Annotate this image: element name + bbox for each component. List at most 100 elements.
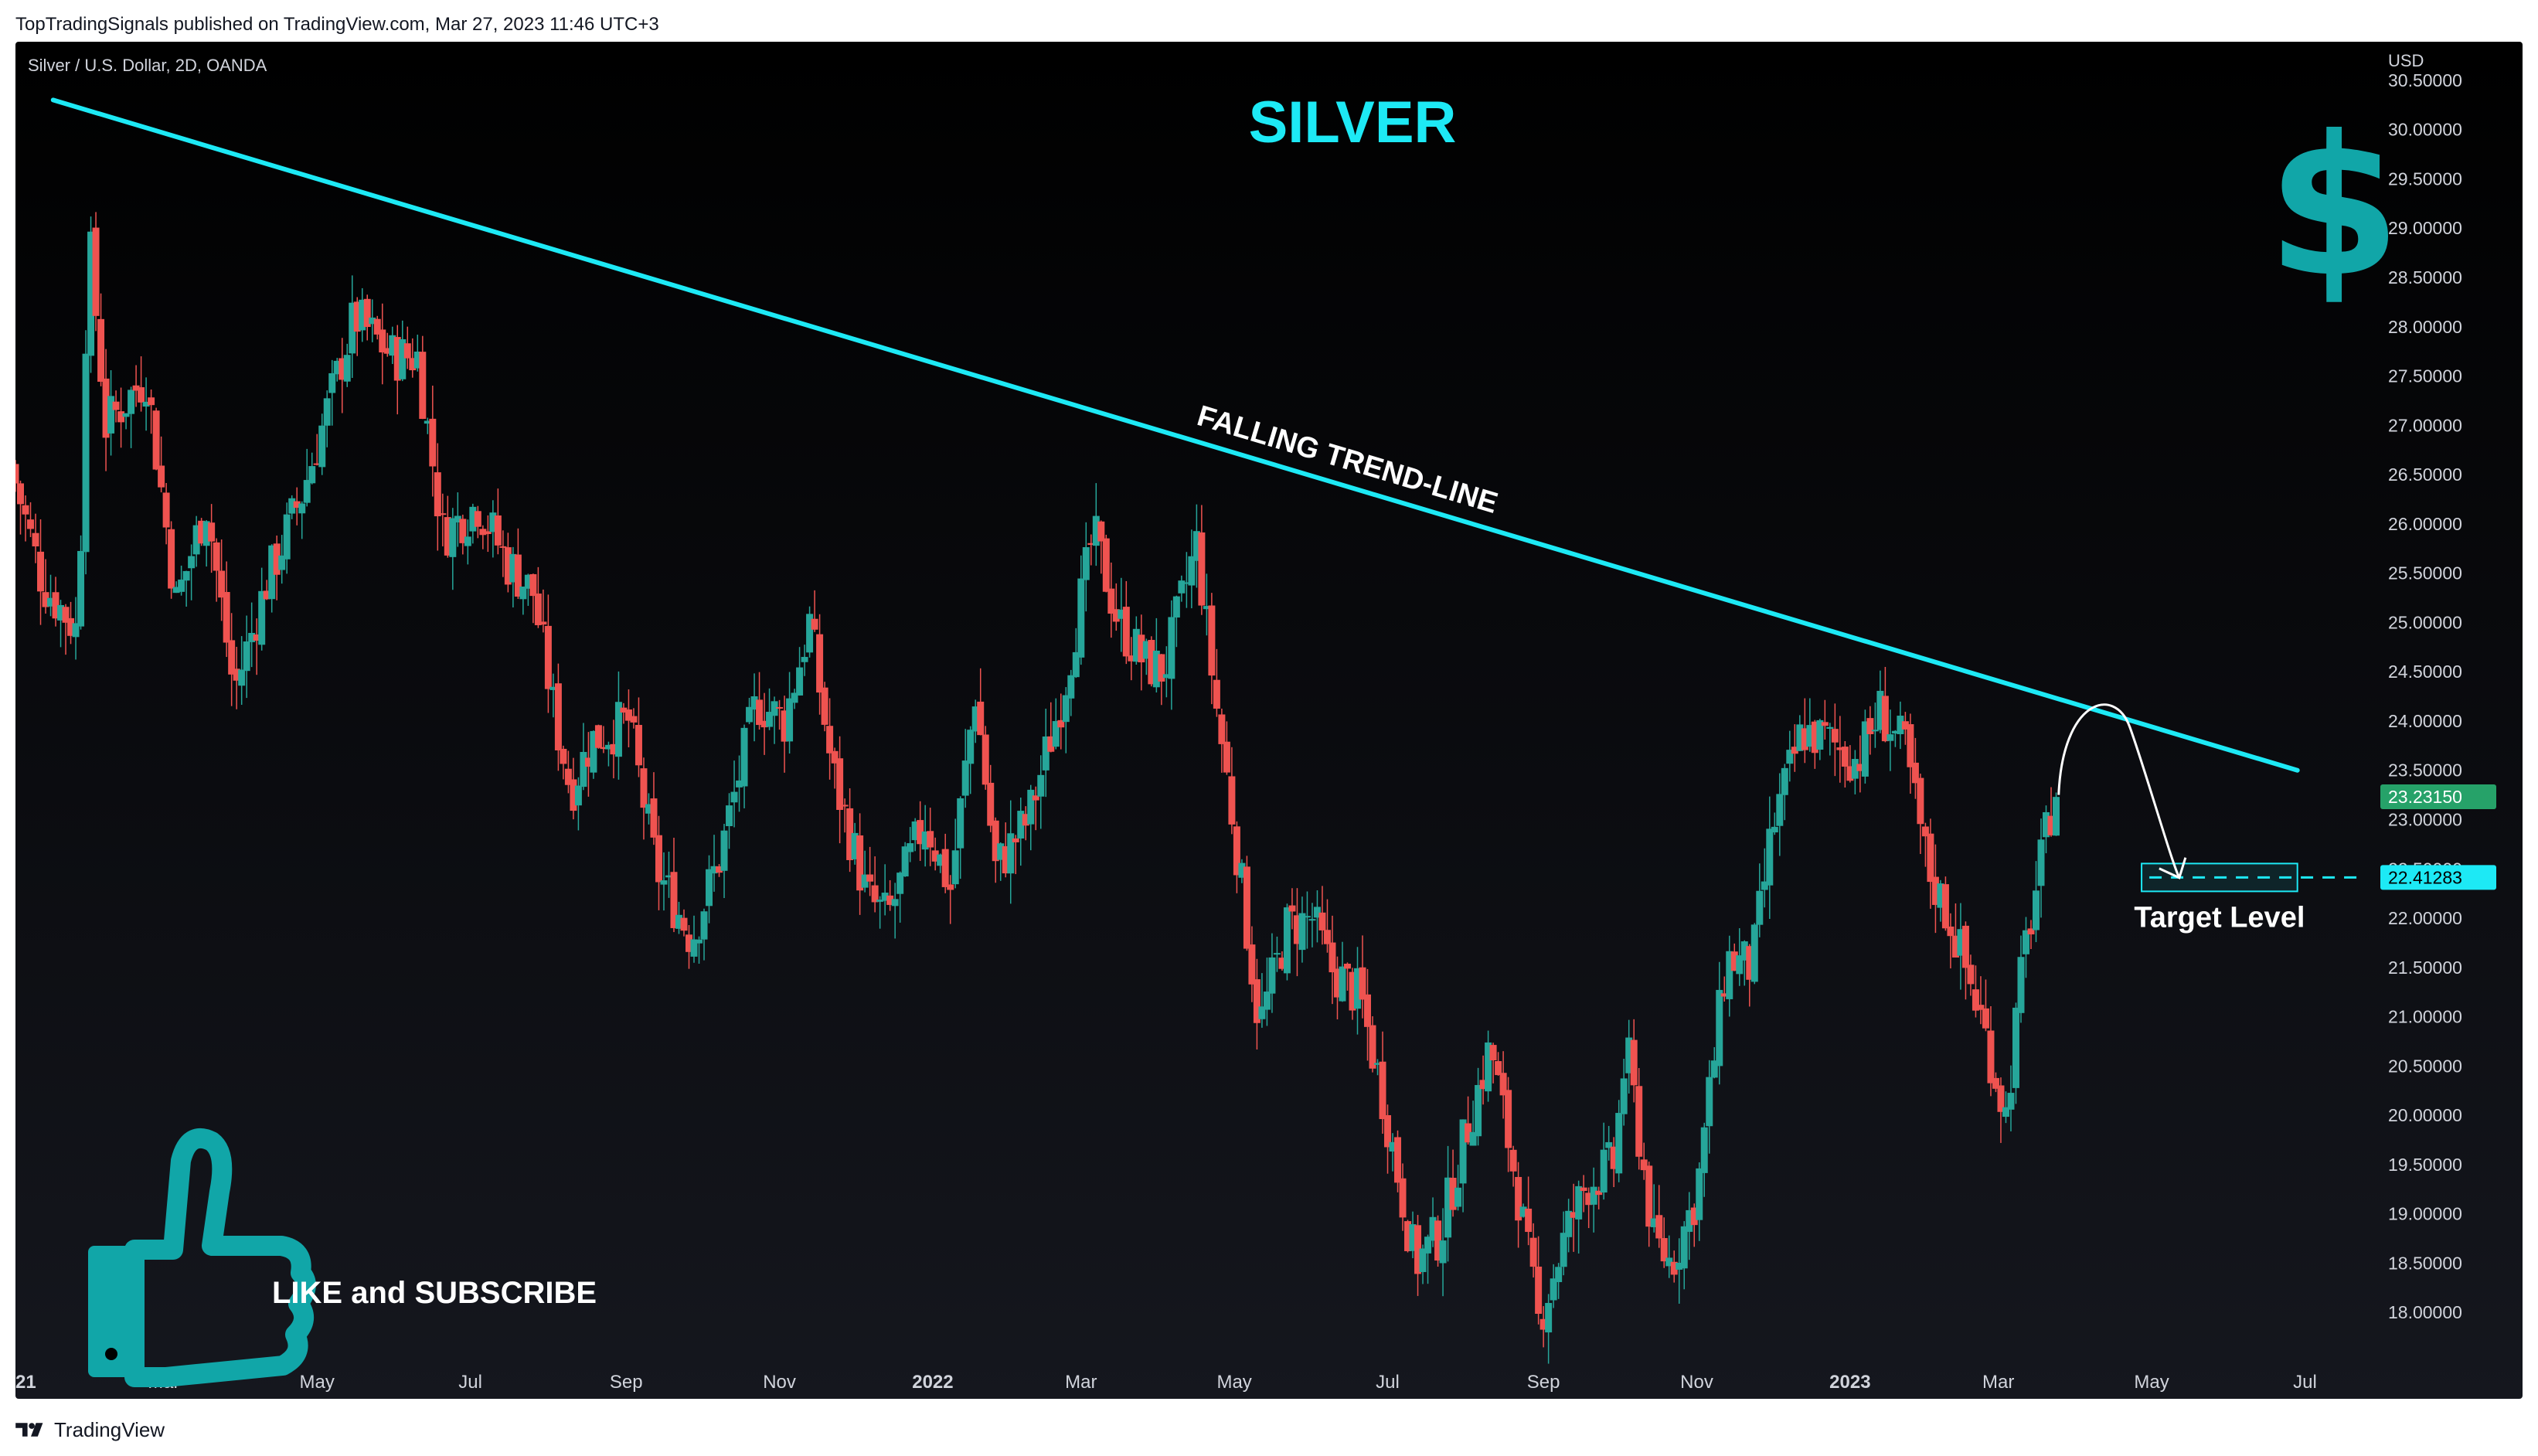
candle-body	[866, 874, 874, 882]
candle-body	[1258, 1006, 1266, 1019]
candle-body	[1781, 767, 1788, 795]
candle-body	[1339, 966, 1346, 1002]
candle-body	[1590, 1186, 1597, 1205]
candle-body	[1811, 721, 1818, 754]
candle-body	[534, 594, 542, 625]
candle-body	[218, 570, 226, 598]
candle-body	[1972, 989, 1979, 1011]
candle-body	[1268, 957, 1276, 994]
candle-body	[1927, 833, 1934, 883]
candle-body	[1941, 884, 1949, 929]
candle-body	[1866, 718, 1874, 734]
candle-body	[1022, 814, 1029, 826]
candle-body	[213, 542, 220, 571]
candle-body	[1886, 734, 1894, 741]
candle-body	[1871, 730, 1879, 732]
candle-body	[1605, 1141, 1613, 1148]
candle-body	[685, 934, 692, 952]
candle-body	[1786, 750, 1794, 764]
candle-body	[1982, 1008, 1989, 1029]
candle-body	[1630, 1039, 1638, 1086]
candle-body	[349, 302, 356, 354]
candle-body	[1152, 650, 1160, 688]
candle-body	[1766, 828, 1774, 886]
candle-body	[2007, 1093, 2015, 1110]
candle-body	[1570, 1212, 1577, 1218]
candle-body	[369, 317, 376, 325]
candle-body	[967, 730, 975, 764]
candle-body	[148, 397, 155, 406]
candle-body	[771, 701, 778, 716]
candle-body	[1082, 547, 1090, 580]
candle-body	[1801, 728, 1808, 750]
candle-body	[424, 420, 431, 424]
candle-body	[484, 531, 492, 535]
candle-body	[580, 751, 587, 788]
tradingview-logo-icon[interactable]	[15, 1421, 46, 1438]
candle-body	[1122, 607, 1130, 657]
candle-body	[1645, 1165, 1653, 1227]
candle-body	[706, 869, 713, 907]
candle-body	[15, 464, 19, 484]
price-tick-label: 21.50000	[2388, 958, 2462, 978]
thumbs-up-icon[interactable]	[88, 1128, 316, 1387]
time-tick-label: May	[300, 1372, 335, 1393]
price-tick-label: 21.00000	[2388, 1007, 2462, 1027]
candle-body	[700, 911, 708, 940]
candle-body	[102, 378, 110, 438]
price-tick-label: 25.00000	[2388, 612, 2462, 632]
price-tick-label: 24.50000	[2388, 662, 2462, 682]
candle-body	[1806, 725, 1814, 747]
candle-body	[1343, 964, 1351, 969]
candle-body	[1308, 919, 1316, 921]
candle-body	[499, 546, 507, 548]
candle-body	[1333, 968, 1341, 998]
candle-body	[1640, 1159, 1648, 1171]
candle-body	[811, 618, 818, 630]
price-tick-label: 20.00000	[2388, 1105, 2462, 1125]
candle-body	[1132, 628, 1140, 662]
candle-body	[590, 730, 597, 773]
candle-body	[383, 348, 391, 354]
candle-body	[1107, 588, 1115, 614]
candle-body	[409, 358, 417, 371]
candle-body	[675, 914, 682, 929]
candle-body	[776, 706, 784, 709]
projection-curve[interactable]	[2057, 703, 2181, 879]
candle-body	[624, 709, 632, 721]
candle-body	[1454, 1187, 1462, 1207]
candle-body	[1851, 759, 1859, 779]
candle-body	[786, 698, 794, 742]
candle-body	[403, 343, 411, 359]
time-tick-label: Sep	[1527, 1372, 1560, 1393]
candle-body	[524, 574, 532, 589]
candle-body	[459, 519, 467, 543]
chart-panel[interactable]: Silver / U.S. Dollar, 2D, OANDA SILVER USD…	[15, 42, 2523, 1399]
candle-body	[1037, 774, 1045, 797]
candle-body	[434, 472, 441, 517]
candle-body	[1394, 1137, 1402, 1183]
candle-body	[122, 413, 130, 417]
candle-body	[740, 727, 748, 787]
candle-body	[851, 832, 859, 859]
candle-body	[1665, 1257, 1673, 1267]
candle-body	[323, 398, 331, 426]
candle-body	[1278, 958, 1286, 969]
candlestick-chart[interactable]: Silver / U.S. Dollar, 2D, OANDA SILVER USD…	[15, 42, 2523, 1399]
candle-body	[1716, 989, 1723, 1066]
candle-body	[1072, 651, 1080, 678]
footer-brand[interactable]: TradingView	[54, 1417, 165, 1441]
candle-body	[1560, 1233, 1567, 1267]
candle-body	[1977, 1005, 1985, 1010]
time-tick-label: 2021	[15, 1372, 36, 1393]
candle-body	[1208, 605, 1216, 676]
candle-body	[1218, 714, 1226, 744]
candle-body	[1881, 696, 1889, 742]
candle-body	[1434, 1220, 1442, 1261]
candle-body	[117, 411, 125, 423]
candle-body	[947, 884, 954, 890]
candle-body	[132, 385, 140, 391]
candle-body	[97, 318, 105, 382]
candle-body	[248, 632, 256, 642]
falling-trendline[interactable]	[50, 97, 2300, 773]
